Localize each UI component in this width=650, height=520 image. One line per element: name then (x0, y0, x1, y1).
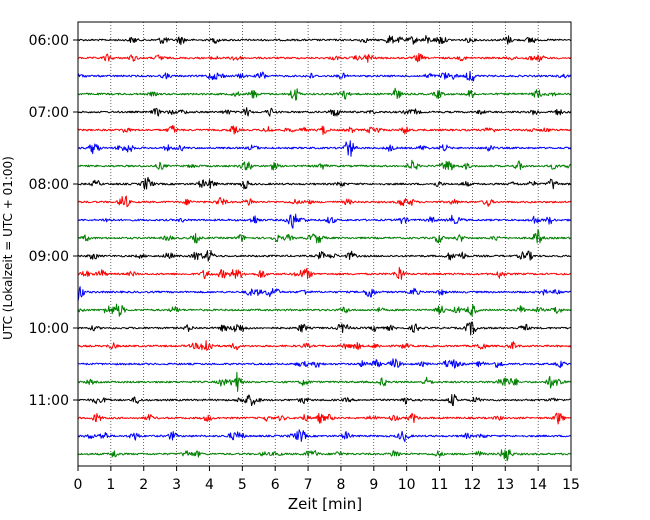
trace-line (77, 213, 572, 229)
trace-line (77, 125, 572, 136)
plot-area (78, 22, 571, 466)
x-tick-label: 10 (398, 477, 416, 493)
trace-line (77, 429, 572, 443)
x-tick-label: 13 (496, 477, 514, 493)
trace-line (77, 229, 571, 244)
trace-line (77, 340, 572, 351)
x-tick-label: 8 (336, 477, 345, 493)
x-tick-label: 11 (431, 477, 449, 493)
trace-line (77, 394, 571, 407)
x-tick-label: 2 (139, 477, 148, 493)
seismic-traces (77, 35, 572, 462)
trace-line (77, 87, 572, 101)
x-tick-label: 7 (304, 477, 313, 493)
trace-line (77, 321, 571, 336)
x-tick-label: 3 (172, 477, 181, 493)
x-tick-label: 0 (74, 477, 83, 493)
trace-line (77, 371, 572, 392)
x-tick-label: 14 (529, 477, 547, 493)
y-tick-label: 06:00 (29, 33, 69, 49)
x-tick-label: 6 (271, 477, 280, 493)
y-tick-label: 09:00 (29, 249, 69, 265)
x-tick-label: 9 (369, 477, 378, 493)
trace-line (77, 358, 572, 369)
x-tick-label: 1 (106, 477, 115, 493)
y-axis-ticks: 06:00 07:00 08:00 09:00 10:00 11:00 (29, 33, 78, 409)
trace-line (77, 107, 572, 117)
x-tick-label: 4 (205, 477, 214, 493)
plot-frame (77, 21, 572, 467)
x-tick-label: 15 (562, 477, 580, 493)
trace-line (77, 250, 572, 262)
trace-line (77, 35, 572, 46)
y-tick-label: 11:00 (29, 393, 69, 409)
x-axis-ticks: 0 1 2 3 4 5 6 7 8 9 10 11 12 13 14 15 (74, 466, 580, 493)
trace-line (77, 70, 572, 82)
x-tick-label: 12 (463, 477, 481, 493)
trace-line (77, 176, 572, 190)
trace-line (77, 412, 572, 425)
x-axis-label: Zeit [min] (288, 495, 362, 513)
y-tick-label: 07:00 (29, 105, 69, 121)
trace-line (77, 195, 572, 208)
trace-line (77, 303, 572, 317)
trace-line (77, 52, 572, 63)
trace-line (77, 266, 571, 280)
y-tick-label: 08:00 (29, 177, 69, 193)
vertical-grid (110, 22, 539, 466)
y-axis-label: UTC (Lokalzeit = UTC + 01:00) (1, 156, 15, 340)
x-tick-label: 5 (238, 477, 247, 493)
trace-line (77, 286, 572, 302)
trace-line (77, 140, 572, 157)
trace-line (77, 159, 572, 171)
trace-line (77, 449, 572, 462)
y-tick-label: 10:00 (29, 321, 69, 337)
